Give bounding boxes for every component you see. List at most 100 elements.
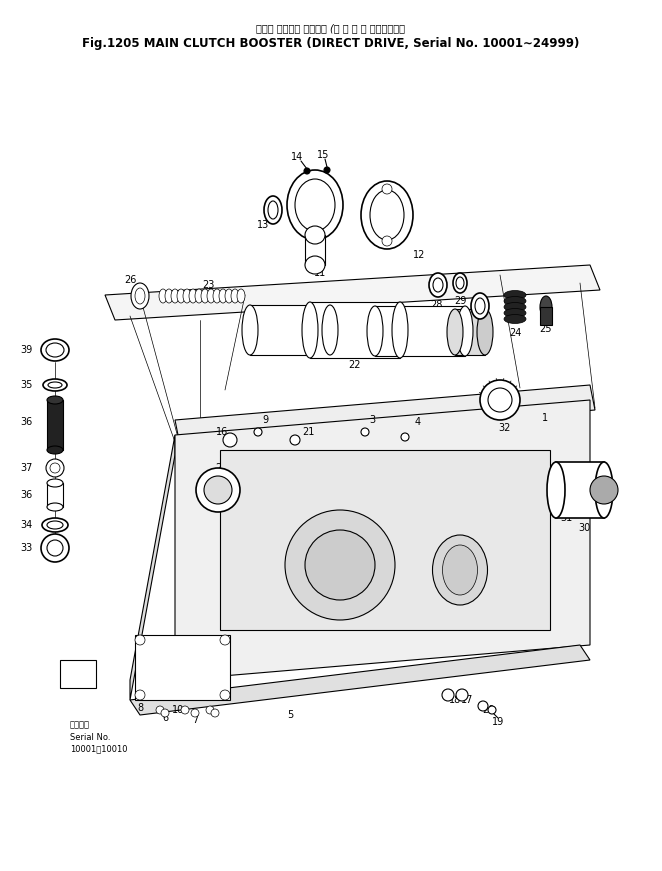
Ellipse shape xyxy=(595,462,613,518)
Text: 10: 10 xyxy=(172,705,184,715)
Ellipse shape xyxy=(504,308,526,318)
Ellipse shape xyxy=(47,503,63,511)
Ellipse shape xyxy=(43,379,67,391)
Text: 19: 19 xyxy=(492,717,504,727)
Ellipse shape xyxy=(213,289,221,303)
Circle shape xyxy=(161,709,169,717)
Text: 8: 8 xyxy=(137,703,143,713)
Circle shape xyxy=(478,701,488,711)
Ellipse shape xyxy=(219,289,227,303)
Text: メイン クラッチ ブースタ (ク ラ ッ チ 式、適用号等: メイン クラッチ ブースタ (ク ラ ッ チ 式、適用号等 xyxy=(256,23,406,33)
Text: 29: 29 xyxy=(454,296,466,306)
Ellipse shape xyxy=(305,256,325,274)
Polygon shape xyxy=(130,645,590,715)
Text: 18: 18 xyxy=(449,695,461,705)
Text: 25: 25 xyxy=(540,324,552,334)
Ellipse shape xyxy=(504,302,526,312)
Circle shape xyxy=(181,706,189,714)
Ellipse shape xyxy=(432,535,487,605)
Text: 9: 9 xyxy=(262,415,268,425)
Circle shape xyxy=(488,388,512,412)
Ellipse shape xyxy=(322,305,338,355)
Bar xyxy=(540,307,552,325)
Text: 23: 23 xyxy=(202,280,214,290)
Circle shape xyxy=(135,690,145,700)
Text: 36: 36 xyxy=(21,490,33,500)
Circle shape xyxy=(204,476,232,504)
Text: 39: 39 xyxy=(21,345,33,355)
Circle shape xyxy=(50,463,60,473)
Ellipse shape xyxy=(207,289,215,303)
Ellipse shape xyxy=(46,343,64,357)
Text: 2: 2 xyxy=(215,463,221,473)
Bar xyxy=(47,400,63,450)
Circle shape xyxy=(324,167,330,173)
Ellipse shape xyxy=(361,181,413,249)
Bar xyxy=(310,302,400,358)
Text: 22: 22 xyxy=(349,360,361,370)
Text: Fig.1205 MAIN CLUTCH BOOSTER (DIRECT DRIVE, Serial No. 10001∼24999): Fig.1205 MAIN CLUTCH BOOSTER (DIRECT DRI… xyxy=(82,37,580,51)
Circle shape xyxy=(156,706,164,714)
Ellipse shape xyxy=(367,306,383,356)
Bar xyxy=(47,483,63,507)
Circle shape xyxy=(442,689,454,701)
Ellipse shape xyxy=(47,479,63,487)
Ellipse shape xyxy=(456,277,464,289)
Ellipse shape xyxy=(201,289,209,303)
Ellipse shape xyxy=(225,289,233,303)
Ellipse shape xyxy=(177,289,185,303)
Text: 力: 力 xyxy=(75,669,81,679)
Polygon shape xyxy=(175,385,595,445)
Circle shape xyxy=(488,706,496,714)
Text: 15: 15 xyxy=(317,150,329,160)
Ellipse shape xyxy=(189,289,197,303)
Ellipse shape xyxy=(457,306,473,356)
Text: 10001～10010: 10001～10010 xyxy=(70,745,128,753)
Circle shape xyxy=(290,435,300,445)
Ellipse shape xyxy=(264,196,282,224)
Ellipse shape xyxy=(504,314,526,323)
Ellipse shape xyxy=(47,521,63,529)
Text: 適用号等: 適用号等 xyxy=(70,720,90,730)
Ellipse shape xyxy=(295,179,335,231)
Circle shape xyxy=(196,468,240,512)
Text: 27: 27 xyxy=(474,321,487,331)
Ellipse shape xyxy=(305,226,325,244)
Circle shape xyxy=(254,428,262,436)
Circle shape xyxy=(361,428,369,436)
Text: 35: 35 xyxy=(21,380,33,390)
Circle shape xyxy=(46,459,64,477)
Ellipse shape xyxy=(429,273,447,297)
Ellipse shape xyxy=(195,289,203,303)
Circle shape xyxy=(223,433,237,447)
Text: 1: 1 xyxy=(542,413,548,423)
Ellipse shape xyxy=(268,201,278,219)
Ellipse shape xyxy=(433,278,443,292)
Ellipse shape xyxy=(41,339,69,361)
Ellipse shape xyxy=(159,289,167,303)
Ellipse shape xyxy=(237,289,245,303)
Text: 37: 37 xyxy=(21,463,33,473)
Ellipse shape xyxy=(165,289,173,303)
Circle shape xyxy=(401,433,409,441)
Ellipse shape xyxy=(171,289,179,303)
Polygon shape xyxy=(130,435,175,700)
Ellipse shape xyxy=(547,462,565,518)
Bar xyxy=(220,450,550,630)
Ellipse shape xyxy=(370,190,404,240)
Ellipse shape xyxy=(302,302,318,358)
Bar xyxy=(60,660,96,688)
Text: 28: 28 xyxy=(430,300,442,310)
Ellipse shape xyxy=(48,382,62,388)
Bar xyxy=(250,305,330,355)
Circle shape xyxy=(456,689,468,701)
Text: 5: 5 xyxy=(287,710,293,720)
Ellipse shape xyxy=(475,298,485,314)
Circle shape xyxy=(382,236,392,246)
Text: 20: 20 xyxy=(482,705,495,715)
Circle shape xyxy=(191,709,199,717)
Text: 7: 7 xyxy=(192,715,198,725)
Ellipse shape xyxy=(477,309,493,355)
Ellipse shape xyxy=(135,288,145,304)
Circle shape xyxy=(135,635,145,645)
